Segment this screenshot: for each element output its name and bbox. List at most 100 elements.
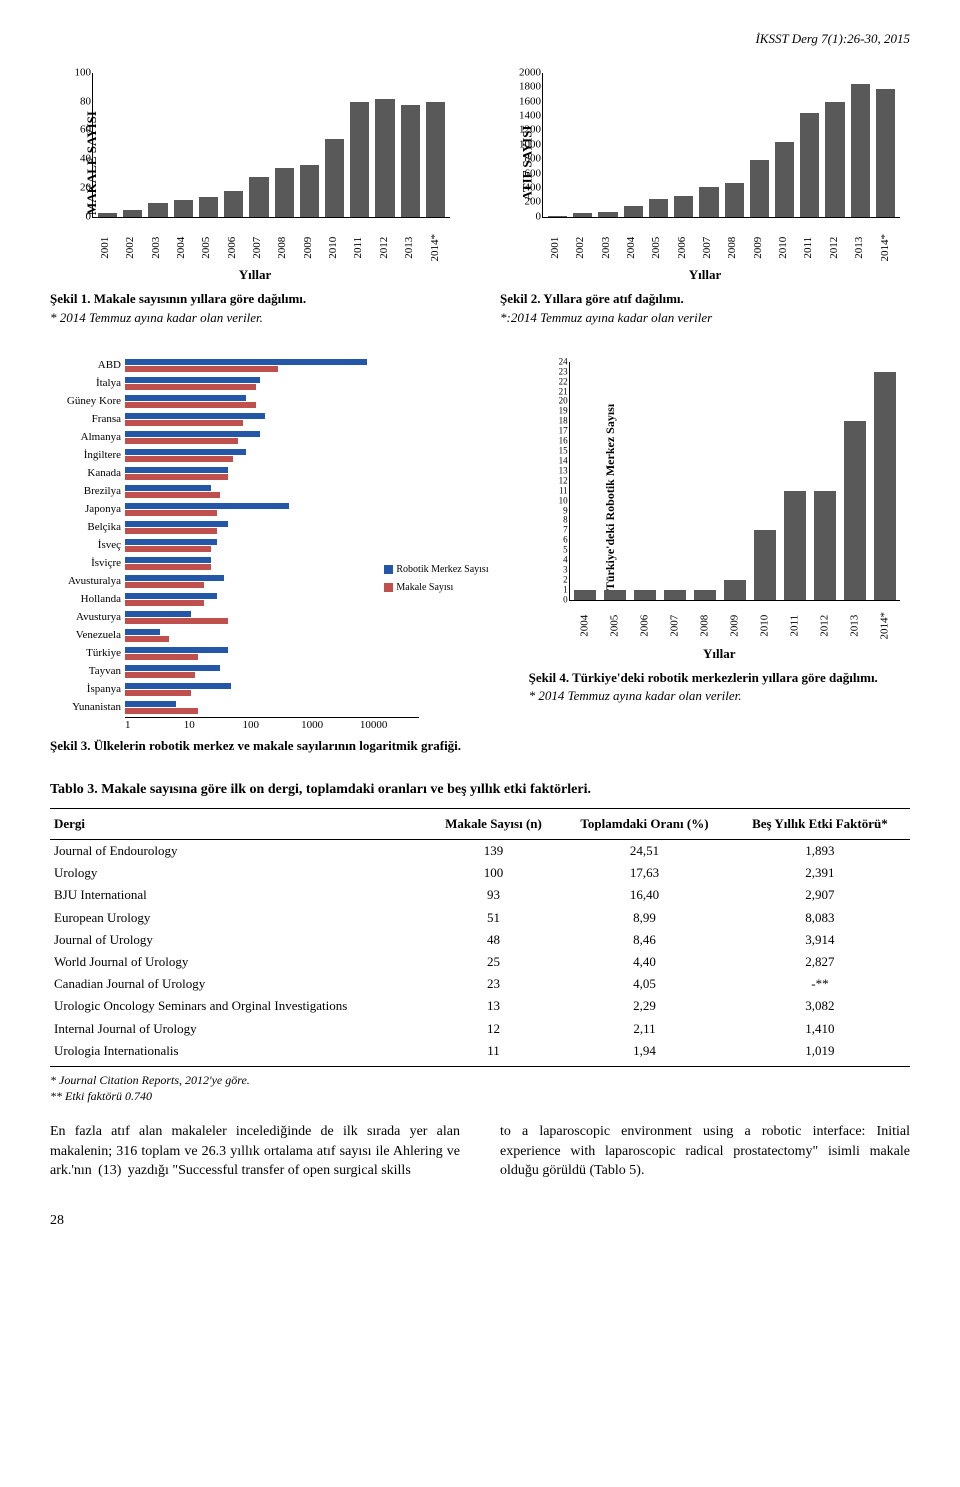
fig4-caption-bold: Şekil 4. Türkiye'deki robotik merkezleri… bbox=[529, 670, 878, 685]
y-tick: 6 bbox=[563, 536, 568, 545]
figure-3: ABDİtalyaGüney KoreFransaAlmanyaİngilter… bbox=[50, 357, 489, 756]
bar bbox=[548, 216, 567, 217]
robot-bar bbox=[125, 701, 176, 707]
figures-row-2: ABDİtalyaGüney KoreFransaAlmanyaİngilter… bbox=[50, 357, 910, 756]
makale-bar bbox=[125, 438, 238, 444]
bar bbox=[401, 105, 420, 217]
x-tick: 2004 bbox=[624, 235, 639, 260]
table-cell: Urologia Internationalis bbox=[50, 1040, 428, 1067]
bar bbox=[825, 102, 844, 217]
robot-bar bbox=[125, 593, 217, 599]
bar bbox=[674, 196, 693, 218]
y-tick: 40 bbox=[80, 152, 91, 167]
country-row: Türkiye bbox=[50, 645, 419, 662]
bar bbox=[800, 113, 819, 217]
table-cell: 2,11 bbox=[559, 1018, 730, 1040]
y-tick: 1 bbox=[563, 585, 568, 594]
makale-bar bbox=[125, 420, 243, 426]
bar bbox=[844, 421, 866, 600]
country-label: Türkiye bbox=[50, 646, 125, 661]
bar bbox=[350, 102, 369, 217]
y-tick: 1600 bbox=[519, 94, 541, 109]
bar bbox=[224, 191, 243, 217]
table-cell: -** bbox=[730, 973, 910, 995]
y-tick: 0 bbox=[86, 209, 92, 224]
x-tick: 2005 bbox=[649, 235, 664, 260]
bar bbox=[874, 372, 896, 600]
y-tick: 17 bbox=[559, 427, 568, 436]
fig1-caption-bold: Şekil 1. Makale sayısının yıllara göre d… bbox=[50, 291, 306, 306]
table-row: BJU International9316,402,907 bbox=[50, 884, 910, 906]
y-tick: 1000 bbox=[519, 137, 541, 152]
bar bbox=[249, 177, 268, 217]
table-header: Makale Sayısı (n) bbox=[428, 808, 559, 839]
y-tick: 18 bbox=[559, 417, 568, 426]
x-tick: 2004 bbox=[577, 611, 592, 641]
x-tick: 2008 bbox=[725, 235, 740, 260]
makale-bar bbox=[125, 618, 228, 624]
table-cell: 3,914 bbox=[730, 929, 910, 951]
y-tick: 8 bbox=[563, 516, 568, 525]
country-label: İtalya bbox=[50, 376, 125, 391]
table-cell: 25 bbox=[428, 951, 559, 973]
makale-bar bbox=[125, 474, 228, 480]
bar bbox=[784, 491, 806, 600]
y-tick: 100 bbox=[75, 65, 92, 80]
robot-bar bbox=[125, 431, 260, 437]
y-tick: 14 bbox=[559, 456, 568, 465]
x-tick: 2010 bbox=[757, 611, 772, 641]
fig3-legend: Robotik Merkez Sayısı Makale Sayısı bbox=[384, 564, 488, 594]
x-tick: 2011 bbox=[801, 235, 816, 260]
x-tick: 2009 bbox=[301, 235, 316, 260]
robot-bar bbox=[125, 413, 265, 419]
country-label: İspanya bbox=[50, 682, 125, 697]
bar bbox=[750, 160, 769, 218]
bar bbox=[199, 197, 218, 217]
makale-bar bbox=[125, 708, 198, 714]
legend-makale-label: Makale Sayısı bbox=[396, 582, 453, 593]
bar bbox=[426, 102, 445, 217]
y-tick: 2000 bbox=[519, 65, 541, 80]
table-cell: 100 bbox=[428, 862, 559, 884]
robot-bar bbox=[125, 557, 211, 563]
makale-bar bbox=[125, 672, 195, 678]
table-cell: Urology bbox=[50, 862, 428, 884]
bar bbox=[725, 183, 744, 217]
country-label: Avusturalya bbox=[50, 574, 125, 589]
bar bbox=[174, 200, 193, 217]
country-row: İngiltere bbox=[50, 447, 419, 464]
table-cell: World Journal of Urology bbox=[50, 951, 428, 973]
bar bbox=[123, 210, 142, 217]
y-tick: 10 bbox=[559, 496, 568, 505]
fig2-xlabel: Yıllar bbox=[500, 266, 910, 284]
table3-footnote2: ** Etki faktörü 0.740 bbox=[50, 1089, 910, 1105]
country-label: İsveç bbox=[50, 538, 125, 553]
robot-bar bbox=[125, 647, 228, 653]
table-cell: 2,907 bbox=[730, 884, 910, 906]
table-row: Urologic Oncology Seminars and Orginal I… bbox=[50, 995, 910, 1017]
fig1-xlabel: Yıllar bbox=[50, 266, 460, 284]
country-row: ABD bbox=[50, 357, 419, 374]
x-tick: 2008 bbox=[275, 235, 290, 260]
y-tick: 23 bbox=[559, 367, 568, 376]
bar bbox=[634, 590, 656, 600]
y-tick: 5 bbox=[563, 546, 568, 555]
robot-bar bbox=[125, 521, 228, 527]
table-cell: 4,40 bbox=[559, 951, 730, 973]
x-tick: 2009 bbox=[751, 235, 766, 260]
page-number: 28 bbox=[50, 1211, 910, 1231]
robot-bar bbox=[125, 611, 191, 617]
x-tick: 2013 bbox=[402, 235, 417, 260]
country-label: Avusturya bbox=[50, 610, 125, 625]
country-row: Fransa bbox=[50, 411, 419, 428]
table-header: Dergi bbox=[50, 808, 428, 839]
y-tick: 3 bbox=[563, 566, 568, 575]
fig2-caption-bold: Şekil 2. Yıllara göre atıf dağılımı. bbox=[500, 291, 684, 306]
makale-bar bbox=[125, 636, 169, 642]
robot-bar bbox=[125, 485, 211, 491]
bar bbox=[814, 491, 836, 600]
country-row: Almanya bbox=[50, 429, 419, 446]
table-cell: Urologic Oncology Seminars and Orginal I… bbox=[50, 995, 428, 1017]
y-tick: 20 bbox=[559, 397, 568, 406]
fig3-caption: Şekil 3. Ülkelerin robotik merkez ve mak… bbox=[50, 737, 489, 755]
